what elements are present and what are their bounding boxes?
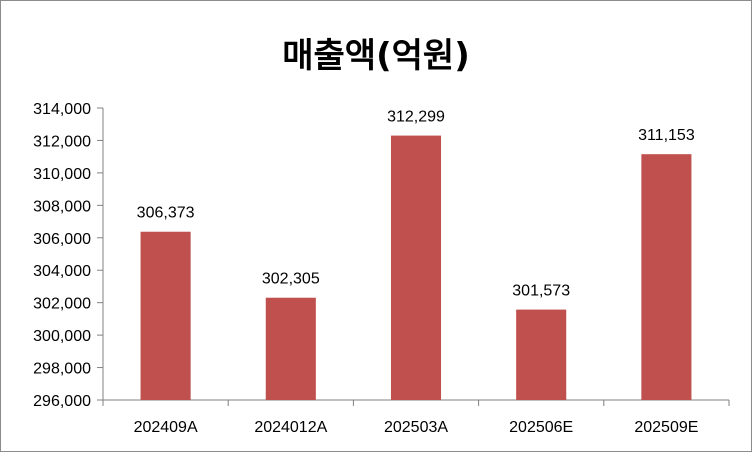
bar[interactable] xyxy=(140,231,191,400)
x-tick-label: 2024012A xyxy=(254,419,327,436)
bar[interactable] xyxy=(265,297,316,400)
y-tick-label: 306,000 xyxy=(33,231,91,248)
data-label: 312,299 xyxy=(387,109,445,126)
data-label: 311,153 xyxy=(638,127,695,144)
plot-area: 296,000 298,000 300,000 302,000 304,000 306,0… xyxy=(33,101,730,436)
bar[interactable] xyxy=(516,309,567,400)
y-tick-label: 298,000 xyxy=(33,361,91,378)
y-tick-label: 296,000 xyxy=(33,393,91,410)
x-tick-label: 202503A xyxy=(384,419,448,436)
chart-title: 매출액(억원) xyxy=(282,36,469,76)
data-label: 306,373 xyxy=(137,205,195,222)
y-tick-label: 300,000 xyxy=(33,328,91,345)
x-tick-label: 202509E xyxy=(634,419,698,436)
x-tick-label: 202409A xyxy=(134,419,198,436)
bar[interactable] xyxy=(641,154,692,400)
data-label: 302,305 xyxy=(262,271,320,288)
y-tick-label: 312,000 xyxy=(33,133,91,150)
x-tick-label: 202506E xyxy=(509,419,573,436)
data-label: 301,573 xyxy=(512,283,570,300)
y-tick-label: 304,000 xyxy=(33,263,91,280)
y-tick-label: 302,000 xyxy=(33,296,91,313)
y-tick-label: 308,000 xyxy=(33,198,91,215)
y-tick-label: 314,000 xyxy=(33,101,91,118)
bar[interactable] xyxy=(390,135,442,400)
y-tick-label: 310,000 xyxy=(33,166,91,183)
